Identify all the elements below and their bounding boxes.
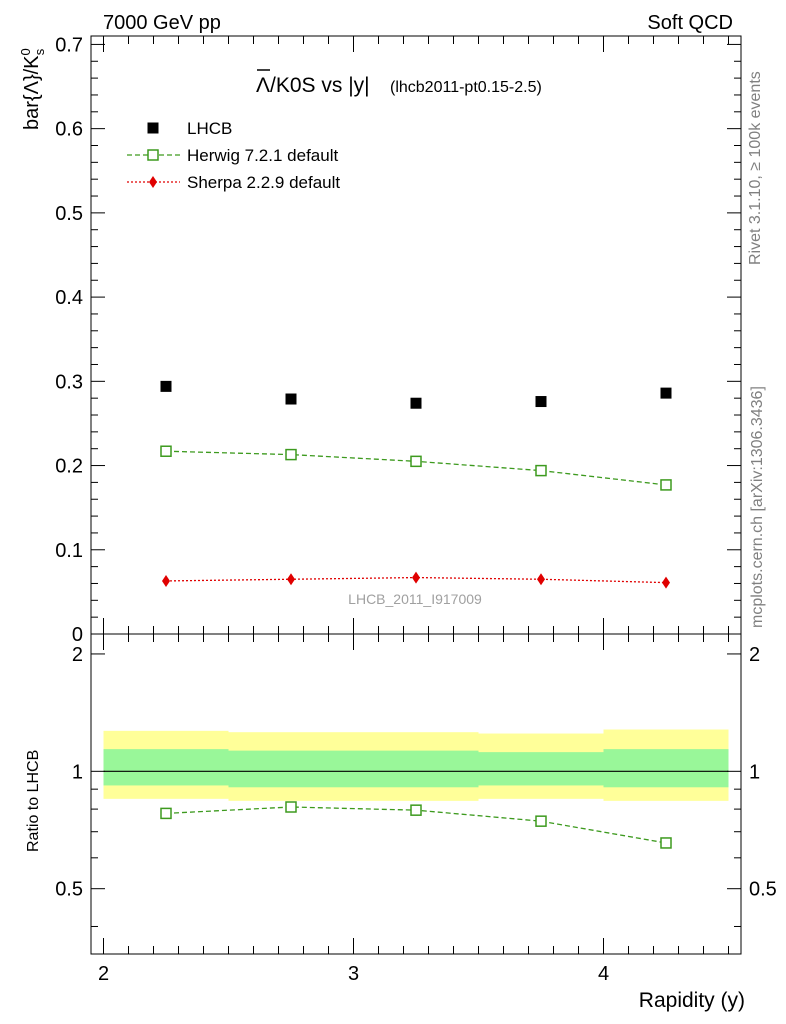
legend-herwig-marker <box>147 149 159 161</box>
lhcb-data-point <box>160 380 172 392</box>
xtick-label: 3 <box>348 963 359 985</box>
upper-ytick-label: 0.3 <box>55 371 83 393</box>
upper-ylabel-sup: 0 <box>18 48 33 55</box>
upper-ylabel: bar{Λ}/K0s <box>18 48 47 130</box>
lower-ytick-label-right: 1 <box>749 761 760 783</box>
ratio-herwig-point <box>535 815 547 827</box>
ratio-band-inner <box>478 752 604 786</box>
xtick-label: 2 <box>98 963 109 985</box>
legend-lhcb-marker <box>147 122 159 134</box>
lower-ytick-label-right: 2 <box>749 644 760 666</box>
sherpa-point <box>537 573 545 586</box>
herwig-point <box>535 464 547 477</box>
legend-sherpa-marker <box>149 176 157 188</box>
rivet-label: Rivet 3.1.10, ≥ 100k events <box>747 71 764 265</box>
upper-ytick-label: 0.6 <box>55 119 83 141</box>
lower-ytick-label: 0.5 <box>55 879 83 901</box>
legend-label: Sherpa 2.2.9 default <box>187 173 340 192</box>
ratio-herwig-point <box>160 807 172 820</box>
group-label: Soft QCD <box>647 12 733 34</box>
herwig-point <box>660 479 672 491</box>
energy-label: 7000 GeV pp <box>103 12 221 34</box>
sherpa-point <box>287 573 295 586</box>
upper-series-layer <box>160 380 672 589</box>
ratio-band-inner <box>228 750 354 788</box>
title-rest: /K0S vs |y| <box>270 74 370 97</box>
xtick-label: 4 <box>598 963 609 985</box>
plot-title: Λ/K0S vs |y| (lhcb2011-pt0.15-2.5) <box>256 69 542 97</box>
lower-axis-ticks: 0.5 0.5 1 1 2 2 2 3 4 <box>55 634 777 985</box>
upper-ytick-label: 0.2 <box>55 456 83 478</box>
upper-ytick-label: 0.1 <box>55 540 83 562</box>
upper-ytick-label: 0.7 <box>55 34 83 56</box>
ratio-herwig-point <box>410 804 422 816</box>
sherpa-point <box>412 571 420 584</box>
upper-ytick-label: 0 <box>72 624 83 646</box>
lower-ytick-label: 1 <box>72 761 83 783</box>
lhcb-data-point <box>285 393 297 405</box>
lower-ytick-label: 2 <box>72 644 83 666</box>
lower-ylabel: Ratio to LHCB <box>25 750 42 852</box>
sherpa-line <box>165 576 667 584</box>
upper-ylabel-sub: s <box>32 48 47 55</box>
xlabel: Rapidity (y) <box>639 989 745 1012</box>
ratio-band-inner <box>603 749 729 788</box>
upper-ytick-label: 0.5 <box>55 203 83 225</box>
upper-axis-ticks: 0 0.1 0.2 0.3 0.4 0.5 0.6 0.7 <box>55 34 741 646</box>
ratio-herwig-point <box>660 837 672 849</box>
lower-series-layer <box>160 801 672 849</box>
lower-ytick-label-right: 0.5 <box>749 879 777 901</box>
title-tag: (lhcb2011-pt0.15-2.5) <box>390 79 542 96</box>
lhcb-data-point <box>660 387 672 399</box>
ratio-bands <box>103 729 729 801</box>
sherpa-point <box>162 574 170 587</box>
herwig-point <box>410 455 422 468</box>
legend-label: Herwig 7.2.1 default <box>187 146 338 165</box>
upper-ylabel-main: bar{Λ}/K <box>21 55 43 130</box>
title-main: Λ/K0S vs |y| <box>256 74 370 97</box>
sherpa-point <box>662 576 670 589</box>
herwig-point <box>160 445 172 457</box>
mcplots-label: mcplots.cern.ch [arXiv:1306.3436] <box>749 386 766 628</box>
herwig-point <box>285 448 297 461</box>
title-overline-symbol: Λ <box>256 74 270 97</box>
lower-frame <box>90 633 742 955</box>
upper-ytick-label: 0.4 <box>55 287 83 309</box>
legend: LHCB Herwig 7.2.1 default Sherpa 2.2.9 def… <box>127 119 340 192</box>
ratio-herwig-point <box>285 801 297 813</box>
legend-label: LHCB <box>187 119 232 138</box>
lhcb-data-point <box>410 397 422 409</box>
ratio-band-inner <box>353 750 479 788</box>
ratio-band-inner <box>103 749 229 786</box>
lhcb-data-point <box>535 396 547 408</box>
analysis-watermark: LHCB_2011_I917009 <box>348 591 482 607</box>
